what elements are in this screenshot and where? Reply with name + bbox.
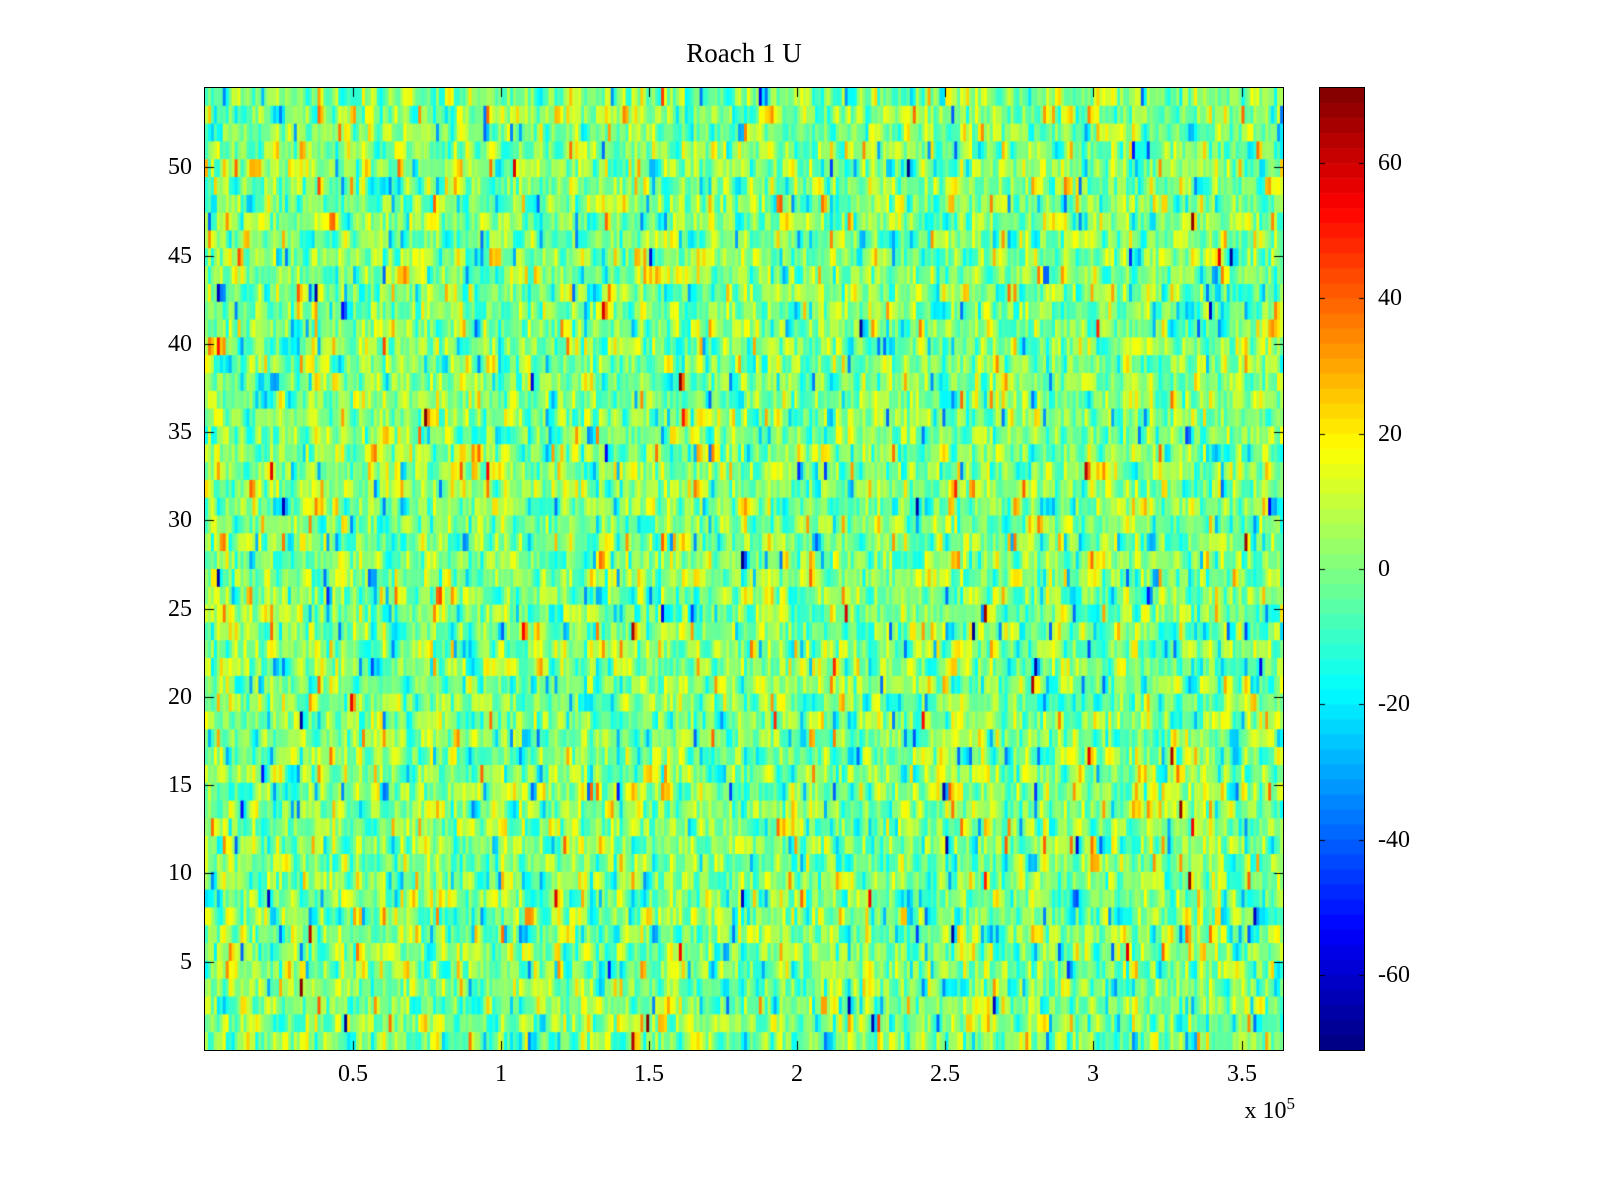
x-multiplier-base: x 10 [1244, 1098, 1287, 1124]
x-tick-label: 2 [791, 1061, 803, 1087]
colorbar-tick-label: 20 [1378, 421, 1402, 447]
x-axis-multiplier-label: x 105 [1185, 1094, 1296, 1125]
y-tick-label: 5 [180, 949, 192, 975]
x-tick-label: 0.5 [338, 1061, 368, 1087]
y-tick-label: 50 [168, 154, 192, 180]
colorbar-tick-label: 0 [1378, 556, 1390, 582]
x-tick-label: 3 [1087, 1061, 1099, 1087]
y-tick-label: 40 [168, 331, 192, 357]
y-tick-label: 20 [168, 684, 192, 710]
y-tick-label: 15 [168, 772, 192, 798]
y-tick-label: 10 [168, 860, 192, 886]
colorbar-tick-label: -60 [1378, 962, 1410, 988]
x-tick-label: 3.5 [1227, 1061, 1257, 1087]
x-tick-label: 2.5 [930, 1061, 960, 1087]
colorbar-canvas [1319, 87, 1365, 1051]
colorbar-tick-label: -40 [1378, 827, 1410, 853]
colorbar-tick-label: 60 [1378, 150, 1402, 176]
y-tick-label: 30 [168, 507, 192, 533]
chart-title: Roach 1 U [686, 38, 802, 68]
x-multiplier-exponent: 5 [1286, 1094, 1296, 1113]
y-tick-label: 25 [168, 596, 192, 622]
y-tick-label: 35 [168, 419, 192, 445]
x-tick-label: 1 [495, 1061, 507, 1087]
colorbar-tick-label: -20 [1378, 691, 1410, 717]
colorbar-tick-label: 40 [1378, 285, 1402, 311]
x-tick-label: 1.5 [634, 1061, 664, 1087]
heatmap-canvas [204, 87, 1284, 1051]
y-tick-label: 45 [168, 243, 192, 269]
